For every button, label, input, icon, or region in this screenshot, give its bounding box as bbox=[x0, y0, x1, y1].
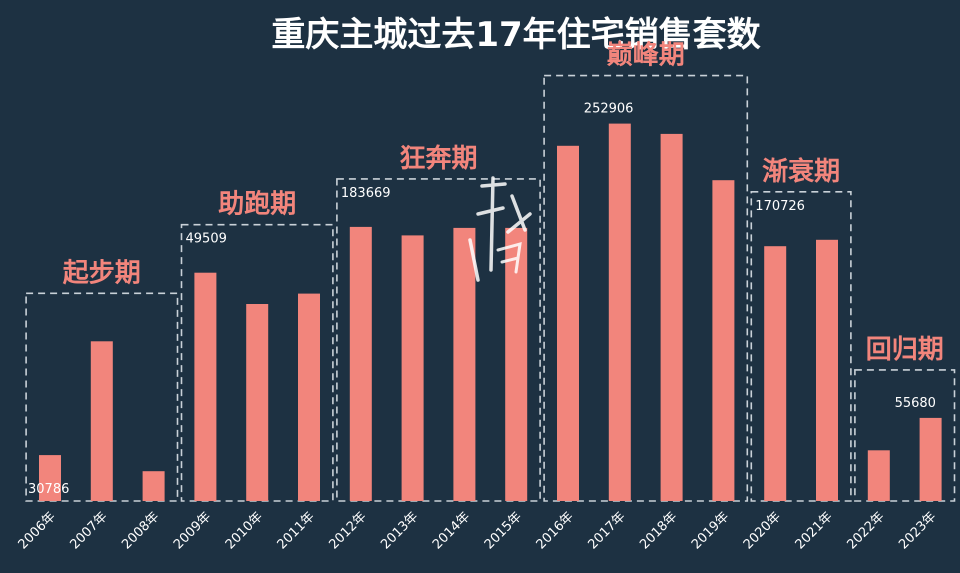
x-tick-label: 2010年 bbox=[223, 509, 266, 552]
watermark-logo bbox=[468, 176, 532, 282]
phase-box bbox=[750, 191, 852, 502]
x-tick-label: 2014年 bbox=[430, 509, 473, 552]
x-tick-label: 2016年 bbox=[534, 509, 577, 552]
bar-2017年 bbox=[608, 123, 631, 501]
data-label: 55680 bbox=[895, 396, 936, 411]
bar-2013年 bbox=[401, 235, 424, 501]
x-tick-label: 2015年 bbox=[482, 509, 525, 552]
x-tick-label: 2012年 bbox=[326, 509, 369, 552]
bar-2019年 bbox=[712, 180, 735, 501]
x-tick-label: 2008年 bbox=[119, 509, 162, 552]
bar-2011年 bbox=[298, 293, 320, 501]
phase-box bbox=[543, 74, 749, 502]
data-label: 49509 bbox=[186, 232, 227, 247]
x-tick-label: 2009年 bbox=[171, 509, 214, 552]
chart-title: 重庆主城过去17年住宅销售套数 bbox=[271, 15, 760, 55]
bar-2020年 bbox=[764, 246, 787, 501]
bar-2015年 bbox=[505, 227, 528, 501]
phase-label: 起步期 bbox=[63, 257, 141, 288]
phase-box bbox=[336, 178, 541, 502]
bar-2007年 bbox=[90, 341, 113, 501]
data-label: 170726 bbox=[755, 199, 805, 214]
x-axis-ticks: 2006年 2007年 2008年 2009年 2010年 2011年 2012年 2013年… bbox=[16, 509, 940, 552]
bar-2018年 bbox=[660, 133, 683, 501]
phase-label: 回归期 bbox=[866, 335, 944, 365]
phase-label: 巅峰期 bbox=[607, 41, 685, 71]
x-tick-label: 2006年 bbox=[16, 509, 59, 552]
bar-2023年 bbox=[919, 417, 942, 501]
x-tick-label: 2019年 bbox=[689, 509, 732, 552]
bar-2022年 bbox=[867, 450, 890, 501]
x-tick-label: 2017年 bbox=[585, 509, 628, 552]
x-tick-label: 2018年 bbox=[637, 509, 680, 552]
bar-2008年 bbox=[142, 471, 165, 501]
x-tick-label: 2007年 bbox=[67, 509, 110, 552]
phase-box bbox=[180, 223, 334, 502]
x-tick-label: 2011年 bbox=[275, 509, 318, 552]
phase-label: 渐衰期 bbox=[762, 156, 840, 187]
phase-label: 助跑期 bbox=[218, 190, 296, 220]
data-label: 183669 bbox=[341, 186, 391, 201]
bar-2014年 bbox=[453, 227, 476, 501]
phase-box bbox=[854, 369, 956, 502]
bar-2021年 bbox=[816, 239, 838, 502]
data-label: 252906 bbox=[584, 102, 634, 117]
x-tick-label: 2022年 bbox=[844, 509, 887, 552]
bar-2009年 bbox=[194, 272, 217, 501]
x-tick-label: 2023年 bbox=[896, 509, 939, 552]
data-labels: 30786 49509 183669 252906 170726 55680 bbox=[28, 102, 936, 497]
phase-label: 狂奔期 bbox=[399, 144, 477, 174]
bar-2010年 bbox=[246, 304, 269, 501]
data-label: 30786 bbox=[28, 482, 69, 497]
x-tick-label: 2013年 bbox=[378, 509, 421, 552]
bar-2012年 bbox=[349, 226, 372, 501]
x-tick-label: 2020年 bbox=[741, 509, 784, 552]
x-tick-label: 2021年 bbox=[793, 509, 836, 552]
bar-2006年 bbox=[39, 455, 61, 501]
bar-2016年 bbox=[557, 145, 579, 502]
bars bbox=[39, 123, 942, 502]
